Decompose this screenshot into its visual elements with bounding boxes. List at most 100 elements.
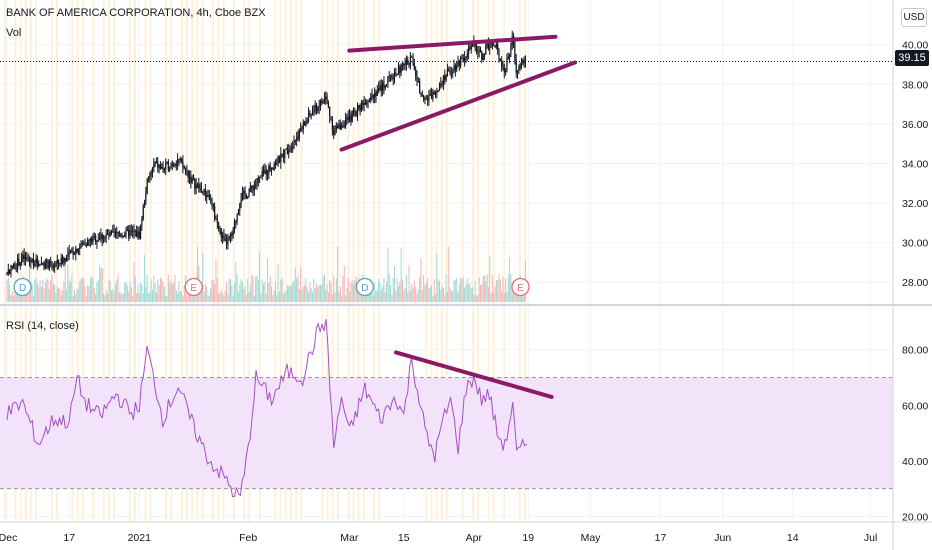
- rsi-trendlines[interactable]: [394, 350, 554, 399]
- candle-body: [462, 58, 464, 61]
- candle-body: [387, 76, 389, 85]
- volume-bar: [241, 281, 243, 302]
- rsi-axis[interactable]: 80.00 60.00 40.00 20.00: [902, 345, 928, 524]
- candle-body: [424, 98, 426, 100]
- candle-body: [51, 261, 53, 266]
- volume-bar: [32, 295, 34, 302]
- candle-body: [256, 182, 258, 185]
- candle-body: [207, 195, 209, 198]
- volume-bar: [522, 291, 524, 302]
- rsi-tick-label: 80.00: [902, 345, 928, 357]
- volume-bar: [396, 278, 398, 302]
- candle-body: [300, 128, 302, 131]
- volume-bar: [91, 276, 93, 302]
- volume-bar: [390, 284, 392, 302]
- candle-body: [454, 65, 456, 70]
- volume-bar: [224, 290, 226, 302]
- candle-body: [79, 246, 81, 250]
- volume-bar: [114, 283, 116, 302]
- volume-bar: [157, 279, 159, 302]
- volume-bar: [473, 293, 475, 302]
- dividend-marker[interactable]: D: [355, 277, 375, 297]
- candle-body: [198, 184, 200, 189]
- session-stripe: [71, 0, 74, 522]
- candle-body: [329, 107, 331, 117]
- candle-body: [297, 137, 299, 139]
- candle-body: [453, 65, 455, 73]
- volume-bar: [308, 292, 310, 302]
- candle-body: [385, 84, 388, 86]
- candle-body: [179, 158, 181, 160]
- candle-body: [28, 259, 31, 261]
- candle-body: [450, 72, 452, 74]
- earnings-marker[interactable]: E: [184, 277, 203, 297]
- volume-bar: [372, 295, 374, 302]
- candle-body: [482, 53, 484, 61]
- volume-bar: [237, 291, 239, 302]
- candle-body: [286, 148, 288, 154]
- candle-body: [204, 189, 206, 195]
- price-trendlines[interactable]: [339, 34, 577, 152]
- candle-body: [449, 71, 451, 73]
- volume-bar: [513, 286, 515, 302]
- candle-body: [155, 161, 158, 163]
- earnings-marker[interactable]: E: [511, 277, 530, 297]
- trendline[interactable]: [394, 350, 554, 399]
- volume-bar: [288, 286, 290, 302]
- volume-bar: [150, 279, 152, 302]
- time-axis[interactable]: Dec 17 2021 Feb Mar 15 Apr 19 May 17 Jun 14 Jul: [0, 532, 877, 544]
- volume-bar: [520, 290, 522, 302]
- session-stripe: [472, 0, 474, 522]
- candle-body: [54, 266, 56, 268]
- volume-bar: [72, 295, 74, 302]
- session-stripe: [362, 0, 365, 522]
- event-marker-label: E: [517, 283, 524, 294]
- candle-body: [465, 57, 467, 59]
- volume-bar: [125, 282, 127, 302]
- volume-bar: [487, 287, 489, 302]
- candle-body: [191, 178, 193, 183]
- volume-bar: [271, 286, 273, 302]
- candle-body: [245, 194, 247, 198]
- candle-body: [98, 237, 101, 240]
- trendline[interactable]: [339, 60, 577, 152]
- currency-button[interactable]: USD: [901, 8, 927, 27]
- price-candles[interactable]: [6, 30, 527, 278]
- candle-body: [239, 204, 241, 210]
- volume-bar: [476, 295, 478, 302]
- volume-bar: [433, 279, 435, 302]
- candle-body: [219, 227, 221, 229]
- candle-body: [76, 249, 78, 253]
- symbol-legend[interactable]: BANK OF AMERICA CORPORATION, 4h, Cboe BZ…: [6, 7, 266, 19]
- volume-bar: [173, 282, 175, 302]
- price-tick-label: 30.00: [902, 238, 928, 250]
- session-stripe: [232, 0, 235, 522]
- candle-body: [101, 234, 103, 240]
- volume-legend[interactable]: Vol: [6, 27, 22, 39]
- volume-bar: [477, 295, 479, 302]
- volume-bar: [218, 293, 220, 302]
- candle-body: [232, 228, 234, 236]
- volume-bar: [80, 278, 82, 302]
- candle-body: [485, 45, 487, 55]
- volume-bar: [112, 289, 114, 302]
- candle-body: [106, 234, 109, 236]
- candle-body: [301, 129, 303, 131]
- candle-body: [7, 269, 9, 275]
- session-stripe: [440, 0, 443, 522]
- trendline[interactable]: [347, 34, 558, 53]
- rsi-legend[interactable]: RSI (14, close): [6, 320, 79, 332]
- candle-body: [399, 66, 401, 73]
- volume-bar: [92, 278, 94, 302]
- volume-bar: [81, 276, 83, 302]
- dividend-marker[interactable]: D: [13, 277, 32, 297]
- candle-body: [253, 185, 255, 191]
- candle-body: [223, 235, 225, 239]
- session-stripe: [477, 0, 480, 522]
- candle-body: [296, 137, 298, 141]
- price-axis[interactable]: 40.00 38.00 36.00 34.00 32.00 30.00 28.00: [902, 40, 928, 290]
- volume-bar: [149, 292, 151, 302]
- volume-bar: [326, 283, 328, 302]
